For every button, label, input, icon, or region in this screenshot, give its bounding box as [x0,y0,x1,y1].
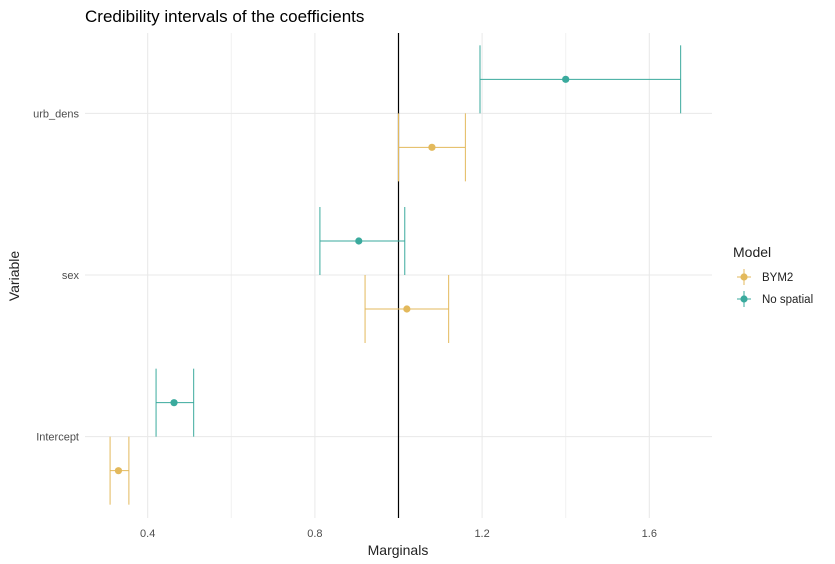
marks-layer [109,45,682,505]
errorbar-bym2 [109,436,130,505]
legend-key-point [740,273,748,281]
estimate-point [428,143,436,151]
estimate-point [403,305,411,313]
y-tick-label: urb_dens [33,108,79,120]
x-tick-label: 0.8 [307,528,322,540]
y-tick-label: sex [62,270,80,282]
legend-key-no-spatial [737,291,751,307]
estimate-point [562,75,570,83]
y-axis-title: Variable [6,251,22,302]
legend-title: Model [733,244,771,260]
x-tick-label: 0.4 [140,528,155,540]
errorbar-no-spatial [479,45,682,114]
chart-title: Credibility intervals of the coefficient… [85,7,364,26]
errorbar-no-spatial [155,368,195,437]
estimate-point [114,467,123,475]
x-axis-title: Marginals [368,542,429,558]
errorbar-bym2 [364,275,450,343]
x-tick-label: 1.2 [474,528,489,540]
errorbar-bym2 [398,113,466,182]
legend-key-point [740,295,748,303]
legend-label: No spatial [762,294,813,306]
legend-label: BYM2 [762,272,793,284]
y-tick-label: Intercept [36,432,79,444]
estimate-point [170,399,178,407]
legend: Model BYM2 No spatial [733,244,813,307]
x-tick-label: 1.6 [642,528,657,540]
x-tick-labels: 0.4 0.8 1.2 1.6 [140,528,657,540]
legend-key-bym2 [737,269,751,285]
estimate-point [355,237,363,245]
errorbar-no-spatial [319,207,406,275]
